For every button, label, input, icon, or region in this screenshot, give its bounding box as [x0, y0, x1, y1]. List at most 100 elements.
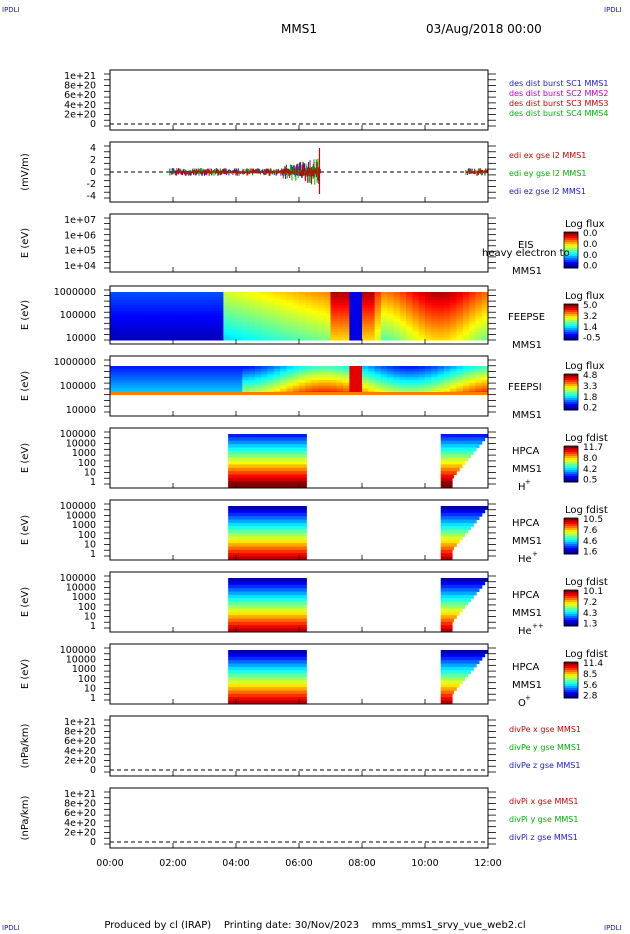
feepse-cell	[425, 326, 432, 330]
feepse-cell	[116, 300, 124, 304]
feepse-cell	[135, 310, 142, 314]
feepse-cell	[475, 318, 483, 322]
feepse-cell	[349, 337, 357, 341]
feepse-cell	[462, 318, 470, 322]
feepse-cell	[425, 297, 432, 301]
feepsi-cell	[122, 377, 130, 381]
feepsi-cell	[242, 382, 250, 387]
feepse-cell	[204, 310, 212, 314]
feepse-cell	[267, 324, 275, 328]
colorbar-step	[564, 250, 578, 253]
feepse-cell	[135, 292, 142, 296]
feepse-cell	[362, 334, 369, 338]
feepse-cell	[336, 294, 344, 298]
feepse-cell	[210, 297, 218, 301]
feepsi-cell	[191, 382, 199, 387]
feepse-cell	[217, 294, 224, 298]
feepsi-cell	[431, 374, 439, 378]
feepsi-cell	[418, 366, 426, 370]
feepse-cell	[456, 326, 464, 330]
feepsi-cell	[355, 382, 363, 387]
feepse-cell	[236, 294, 243, 298]
feepse-cell	[286, 294, 294, 298]
feepsi-cell	[305, 382, 313, 387]
feepse-cell	[336, 310, 344, 314]
colorbar-step	[564, 242, 578, 245]
feepsi-cell	[122, 385, 130, 389]
feepse-cell	[311, 332, 319, 336]
feepsi-cell	[443, 380, 451, 384]
feepse-cell	[406, 302, 413, 306]
hpca-cell	[228, 653, 307, 658]
feepsi-cell	[380, 385, 388, 389]
feepsi-cell	[122, 388, 130, 392]
feepse-cell	[336, 302, 344, 306]
feepse-cell	[160, 329, 168, 333]
feepsi-cell	[330, 385, 338, 389]
feepse-cell	[431, 318, 439, 322]
feepsi-cell	[147, 385, 155, 389]
feepse-cell	[317, 294, 325, 298]
feepse-cell	[450, 337, 457, 341]
feepse-cell	[292, 334, 300, 338]
colorbar-frame	[563, 661, 579, 699]
feepsi-cell	[336, 385, 344, 389]
feepse-cell	[317, 302, 325, 306]
feepse-cell	[248, 310, 256, 314]
feepsi-cell	[204, 380, 212, 384]
feepse-cell	[248, 294, 256, 298]
feepsi-cell	[475, 371, 483, 375]
feepse-cell	[425, 302, 432, 306]
feepsi-cell	[236, 371, 243, 375]
feepse-cell	[261, 321, 268, 325]
feepsi-cell	[166, 371, 174, 375]
feepsi-cell	[305, 366, 313, 370]
feepse-cell	[173, 326, 180, 330]
feepsi-cell	[406, 366, 413, 370]
feepse-cell	[355, 294, 363, 298]
feepsi-cell	[292, 366, 300, 370]
feepse-cell	[418, 302, 426, 306]
feepse-cell	[349, 308, 357, 312]
feepsi-cell	[336, 374, 344, 378]
feepsi-cell	[229, 385, 237, 389]
feepsi-cell	[336, 371, 344, 375]
feepse-cell	[236, 300, 243, 304]
hpca-cell	[228, 690, 307, 695]
feepse-cell	[166, 294, 174, 298]
feepse-cell	[336, 292, 344, 296]
feepsi-cell	[305, 371, 313, 375]
colorbar-step	[564, 376, 578, 379]
feepse-cell	[147, 313, 155, 317]
feepsi-cell	[280, 374, 287, 378]
instrument-label: FEEPSI	[508, 382, 542, 393]
feepse-cell	[387, 332, 394, 336]
feepse-cell	[450, 329, 457, 333]
feepsi-cell	[166, 388, 174, 392]
feepsi-cell	[374, 371, 382, 375]
feepsi-cell	[412, 385, 420, 389]
feepse-cell	[242, 297, 250, 301]
colorbar-step	[564, 610, 578, 613]
hpca-cell	[440, 467, 460, 472]
legend-entry: des dist burst SC3 MMS3	[509, 99, 608, 108]
feepse-cell	[406, 313, 413, 317]
feepse-cell	[475, 297, 483, 301]
hpca-cell	[228, 697, 307, 702]
feepsi-cell	[242, 368, 250, 373]
hpca-cell	[228, 677, 307, 681]
feepsi-cell	[299, 380, 306, 384]
feepse-cell	[475, 324, 483, 328]
feepse-cell	[166, 321, 174, 325]
feepsi-cell	[267, 377, 275, 381]
feepse-cell	[210, 302, 218, 306]
feepsi-cell	[292, 374, 300, 378]
feepsi-cell	[217, 371, 224, 375]
feepsi-cell	[198, 380, 205, 384]
feepse-cell	[154, 297, 161, 301]
feepse-cell	[456, 297, 464, 301]
feepse-cell	[380, 334, 388, 338]
colorbar-step	[564, 680, 578, 683]
hpca-cell	[440, 650, 488, 654]
colorbar-step	[564, 598, 578, 601]
